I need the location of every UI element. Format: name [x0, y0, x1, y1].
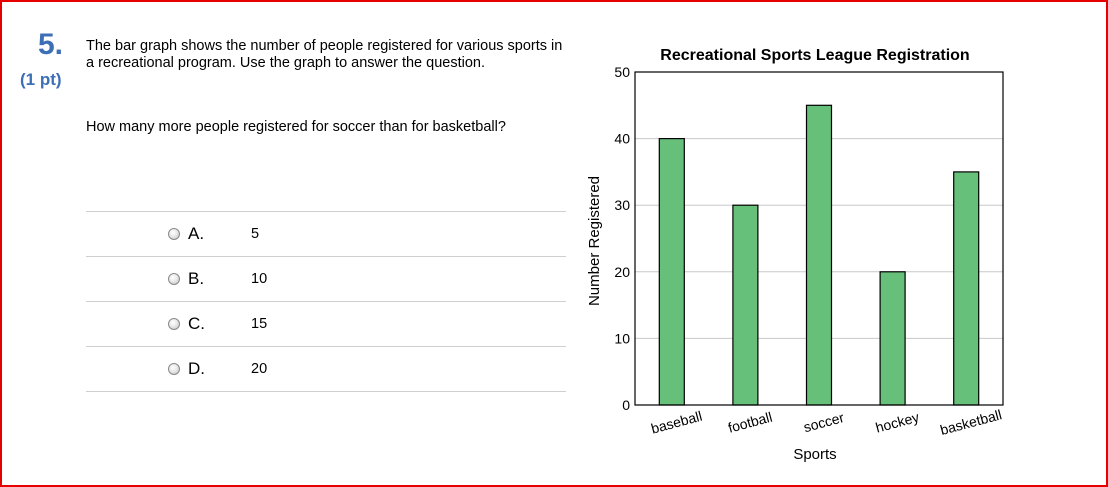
- answer-choices: A. 5 B. 10 C. 15 D. 20: [86, 211, 566, 392]
- x-tick-label: soccer: [802, 409, 846, 435]
- x-tick-label: football: [726, 409, 774, 436]
- question-text: How many more people registered for socc…: [86, 119, 506, 135]
- choice-letter: B.: [188, 269, 205, 288]
- choice-value: 15: [251, 316, 268, 332]
- bar-football: [732, 204, 759, 406]
- y-tick-label: 20: [614, 264, 630, 280]
- y-tick-label: 40: [614, 131, 630, 147]
- y-tick-labels: 0 10 20 30 40 50: [614, 64, 630, 413]
- y-tick-label: 10: [614, 330, 630, 346]
- radio-button-c[interactable]: [168, 318, 180, 330]
- choice-value: 20: [251, 361, 268, 377]
- chart-bars: [658, 104, 980, 406]
- bar-chart-container: Recreational Sports League Registration …: [575, 36, 1005, 466]
- choice-a[interactable]: A. 5: [86, 211, 566, 256]
- radio-button-b[interactable]: [168, 273, 180, 285]
- chart-title: Recreational Sports League Registration: [660, 47, 969, 64]
- x-tick-label: baseball: [649, 408, 704, 437]
- choice-value: 5: [251, 226, 260, 242]
- x-tick-label: hockey: [874, 409, 921, 436]
- bar-basketball: [953, 171, 980, 406]
- bar-hockey: [879, 271, 906, 406]
- choice-letter: C.: [188, 314, 205, 333]
- choice-d[interactable]: D. 20: [86, 346, 566, 392]
- choice-letter: A.: [188, 224, 205, 243]
- question-number: 5.: [38, 28, 64, 61]
- x-tick-labels: baseball football soccer hockey basketball: [649, 406, 1003, 438]
- y-tick-label: 30: [614, 197, 630, 213]
- choice-c[interactable]: C. 15: [86, 301, 566, 346]
- choice-letter: D.: [188, 359, 205, 378]
- y-tick-label: 0: [622, 397, 630, 413]
- question-prompt: The bar graph shows the number of people…: [86, 38, 563, 71]
- radio-button-d[interactable]: [168, 363, 180, 375]
- radio-button-a[interactable]: [168, 228, 180, 240]
- bar-soccer: [805, 104, 833, 406]
- question-points: (1 pt): [20, 70, 62, 89]
- choice-b[interactable]: B. 10: [86, 256, 566, 301]
- bar-chart: Recreational Sports League Registration …: [586, 47, 1004, 463]
- x-tick-label: basketball: [938, 406, 1003, 438]
- bar-baseball: [658, 137, 685, 406]
- choice-value: 10: [251, 271, 268, 287]
- x-axis-label: Sports: [793, 446, 836, 463]
- plot-area-border: [634, 71, 1004, 406]
- y-tick-label: 50: [614, 64, 630, 80]
- y-axis-label: Number Registered: [586, 176, 603, 306]
